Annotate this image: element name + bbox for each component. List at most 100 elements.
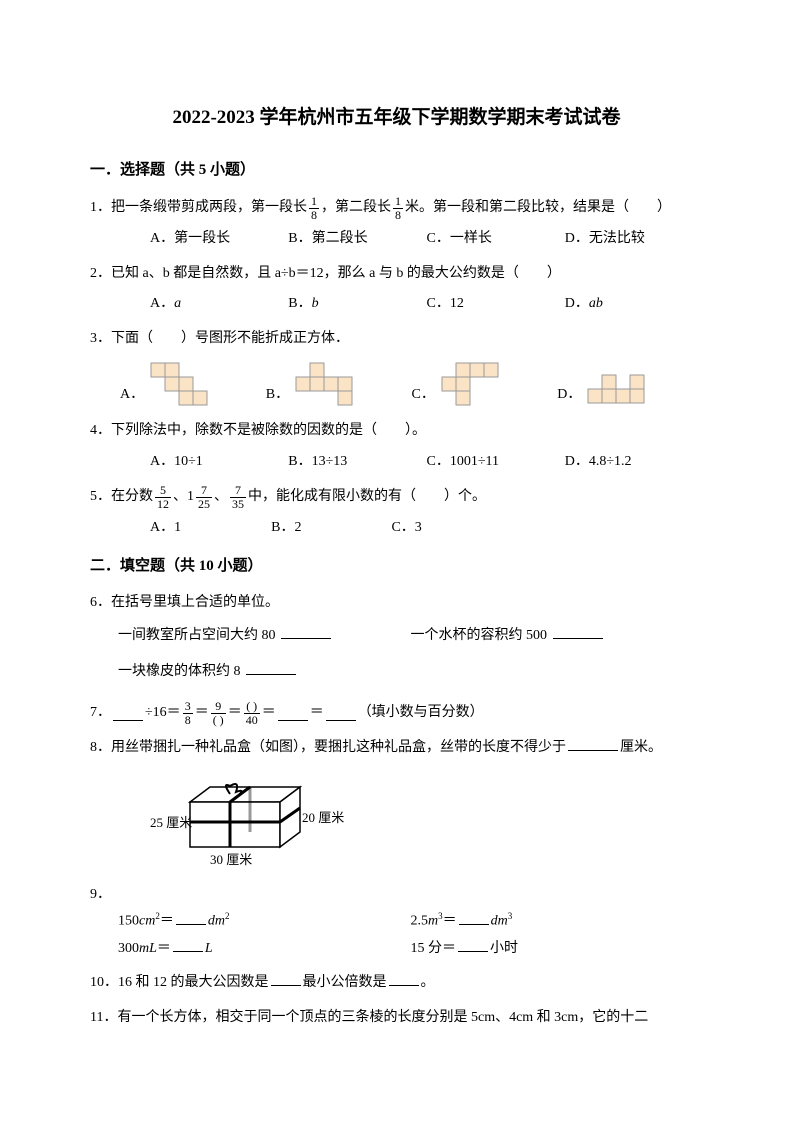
blank-input[interactable]	[553, 624, 603, 639]
q4-options: A．10÷1 B．13÷13 C．1001÷11 D．4.8÷1.2	[90, 449, 703, 476]
q8-unit: 厘米。	[620, 740, 662, 755]
dim-height: 25 厘米	[150, 815, 192, 830]
q6-text: 6．在括号里填上合适的单位。	[90, 590, 703, 617]
page-title: 2022-2023 学年杭州市五年级下学期数学期末考试试卷	[90, 100, 703, 136]
q5-text-a: 5．在分数	[90, 484, 153, 511]
q10-pre: 10．16 和 12 的最大公因数是	[90, 975, 269, 990]
option-d: D．ab	[565, 291, 703, 318]
option-a: A．10÷1	[150, 449, 288, 476]
option-d: D．	[557, 382, 581, 409]
q1-options: A．第一段长 B．第二段长 C．一样长 D．无法比较	[90, 226, 703, 253]
question-1: 1．把一条缎带剪成两段，第一段长 1 8 ，第二段长 1 8 米。第一段和第二段…	[90, 195, 703, 253]
gift-box-icon: 25 厘米 30 厘米 20 厘米	[150, 772, 350, 872]
q4-text: 4．下列除法中，除数不是被除数的因数的是（ ）。	[90, 418, 703, 445]
option-b: B．2	[271, 515, 301, 542]
q5-text-b: 中，能化成有限小数的有（ ）个。	[248, 484, 486, 511]
option-a: A．1	[150, 515, 181, 542]
cube-net-icon	[441, 362, 505, 408]
q7-m1: ÷16＝	[145, 700, 181, 727]
q7-pre: 7．	[90, 700, 111, 727]
fraction-icon: 512	[155, 484, 171, 511]
section-2-header: 二．填空题（共 10 小题）	[90, 552, 703, 581]
blank-input[interactable]	[173, 937, 203, 952]
blank-input[interactable]	[176, 910, 206, 925]
q5-sep1: 、1	[173, 484, 194, 511]
question-4: 4．下列除法中，除数不是被除数的因数的是（ ）。 A．10÷1 B．13÷13 …	[90, 418, 703, 475]
q2-options: A．a B．b C．12 D．ab	[90, 291, 703, 318]
blank-input[interactable]	[281, 624, 331, 639]
q7-m4: ＝	[262, 700, 276, 727]
option-d: D．4.8÷1.2	[565, 449, 703, 476]
option-c: C．1001÷11	[427, 449, 565, 476]
question-5: 5．在分数 512 、1 725 、 735 中，能化成有限小数的有（ ）个。 …	[90, 484, 703, 542]
exam-page: 2022-2023 学年杭州市五年级下学期数学期末考试试卷 一．选择题（共 5 …	[0, 0, 793, 1079]
q6-line1a: 一间教室所占空间大约 80	[118, 628, 276, 643]
option-a: A．a	[150, 291, 288, 318]
blank-input[interactable]	[278, 706, 308, 721]
fraction-icon: 1 8	[393, 195, 403, 222]
cube-net-icon	[295, 362, 371, 408]
cube-net-icon	[587, 374, 663, 408]
blank-input[interactable]	[326, 706, 356, 721]
blank-input[interactable]	[458, 937, 488, 952]
dim-width: 30 厘米	[210, 852, 252, 867]
option-b: B．	[266, 382, 289, 409]
q9-num: 9．	[90, 882, 703, 909]
question-11: 11．有一个长方体，相交于同一个顶点的三条棱的长度分别是 5cm、4cm 和 3…	[90, 1005, 703, 1032]
question-8: 8．用丝带捆扎一种礼品盒（如图），要捆扎这种礼品盒，丝带的长度不得少于 厘米。	[90, 735, 703, 872]
q10-post: 。	[421, 975, 435, 990]
question-2: 2．已知 a、b 都是自然数，且 a÷b＝12，那么 a 与 b 的最大公约数是…	[90, 261, 703, 318]
q7-m3: ＝	[228, 700, 242, 727]
fraction-icon: 735	[230, 484, 246, 511]
option-d: D．无法比较	[565, 226, 703, 253]
blank-input[interactable]	[246, 660, 296, 675]
gift-box-diagram: 25 厘米 30 厘米 20 厘米	[150, 772, 703, 872]
q9-r2b: 15 分＝小时	[411, 936, 704, 963]
blank-input[interactable]	[271, 971, 301, 986]
option-c: C．3	[391, 515, 421, 542]
dim-depth: 20 厘米	[302, 810, 344, 825]
q10-mid: 最小公倍数是	[303, 975, 387, 990]
option-c: C．一样长	[427, 226, 565, 253]
blank-input[interactable]	[568, 736, 618, 751]
q3-options: A． B．	[90, 362, 703, 408]
q6-line1b: 一个水杯的容积约 500	[411, 628, 548, 643]
q5-options: A．1 B．2 C．3	[90, 515, 703, 542]
blank-input[interactable]	[113, 706, 143, 721]
option-b: B．13÷13	[288, 449, 426, 476]
question-9: 9． 150cm2＝dm2 2.5m3＝dm3 300mL＝L 15 分＝小时	[90, 882, 703, 962]
q8-text: 8．用丝带捆扎一种礼品盒（如图），要捆扎这种礼品盒，丝带的长度不得少于	[90, 740, 566, 755]
blank-input[interactable]	[459, 910, 489, 925]
q9-r2a: 300mL＝L	[118, 936, 411, 963]
q9-r1b: 2.5m3＝dm3	[411, 908, 704, 935]
fraction-icon: 9( )	[211, 700, 226, 727]
q7-m2: ＝	[195, 700, 209, 727]
q7-m5: ＝	[310, 700, 324, 727]
option-a: A．	[120, 382, 144, 409]
question-10: 10．16 和 12 的最大公因数是 最小公倍数是 。	[90, 970, 703, 997]
option-c: C．	[412, 382, 435, 409]
blank-input[interactable]	[389, 971, 419, 986]
q1-text-a: 1．把一条缎带剪成两段，第一段长	[90, 195, 307, 222]
q3-text: 3．下面（ ）号图形不能折成正方体．	[90, 326, 703, 353]
question-7: 7． ÷16＝ 38 ＝ 9( ) ＝ ( )40 ＝ ＝ （填小数与百分数）	[90, 700, 703, 727]
q11-text: 11．有一个长方体，相交于同一个顶点的三条棱的长度分别是 5cm、4cm 和 3…	[90, 1010, 648, 1025]
q5-sep2: 、	[214, 484, 228, 511]
q2-text: 2．已知 a、b 都是自然数，且 a÷b＝12，那么 a 与 b 的最大公约数是…	[90, 261, 703, 288]
q9-r1a: 150cm2＝dm2	[118, 908, 411, 935]
fraction-icon: 38	[183, 700, 193, 727]
q1-text-c: 米。第一段和第二段比较，结果是（ ）	[405, 195, 671, 222]
fraction-icon: ( )40	[244, 700, 260, 727]
q1-text-b: ，第二段长	[321, 195, 391, 222]
question-6: 6．在括号里填上合适的单位。 一间教室所占空间大约 80 一个水杯的容积约 50…	[90, 590, 703, 686]
fraction-icon: 1 8	[309, 195, 319, 222]
option-c: C．12	[427, 291, 565, 318]
option-b: B．b	[288, 291, 426, 318]
fraction-icon: 725	[196, 484, 212, 511]
option-a: A．第一段长	[150, 226, 288, 253]
section-1-header: 一．选择题（共 5 小题）	[90, 156, 703, 185]
question-3: 3．下面（ ）号图形不能折成正方体． A． B．	[90, 326, 703, 409]
q7-suffix: （填小数与百分数）	[358, 700, 484, 727]
option-b: B．第二段长	[288, 226, 426, 253]
cube-net-icon	[150, 362, 220, 408]
